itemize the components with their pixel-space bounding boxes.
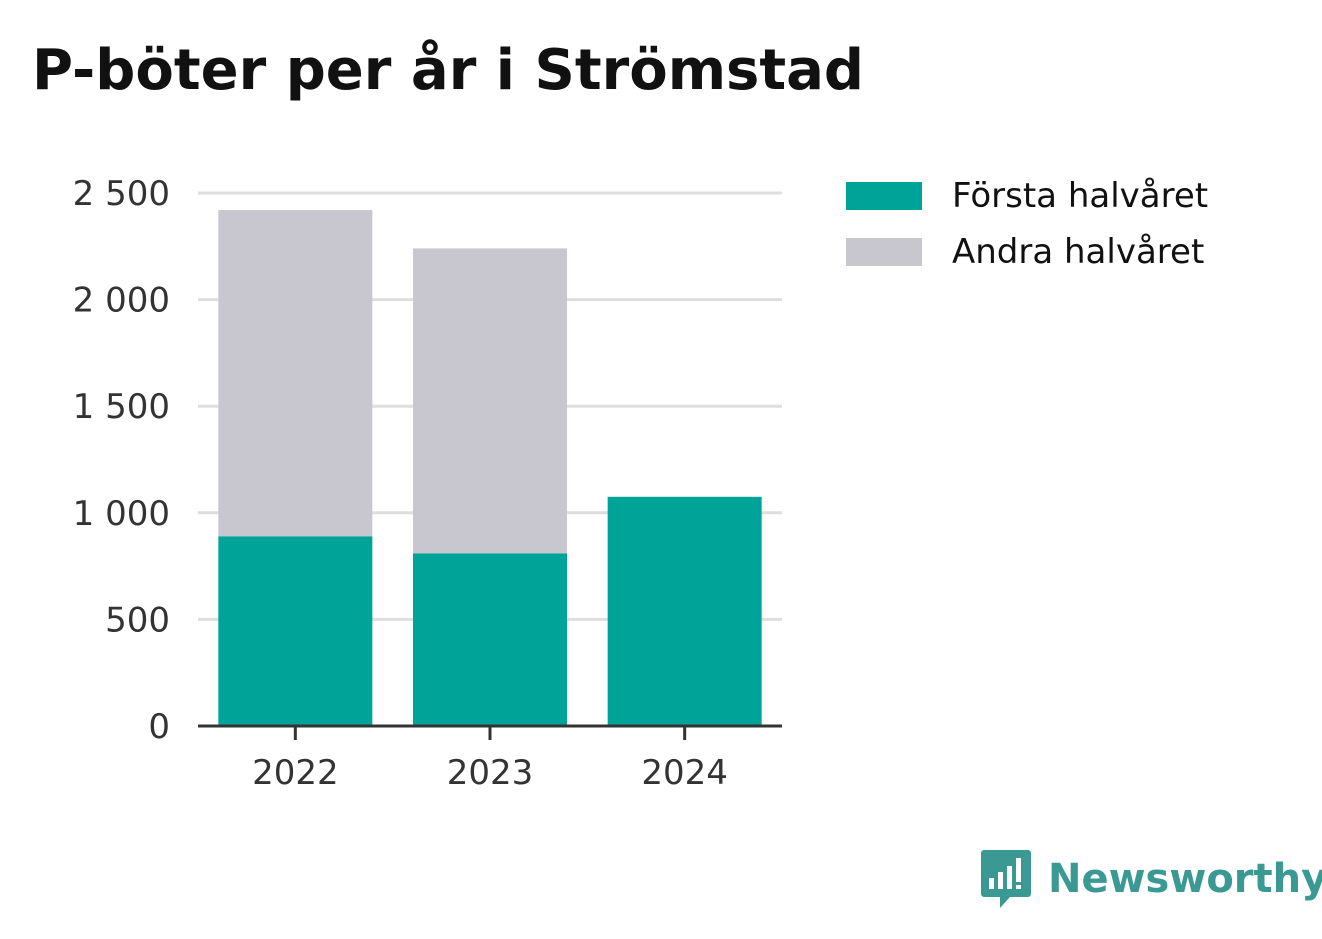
y-tick-label: 2 500 [73, 174, 170, 214]
y-tick-label: 500 [105, 600, 170, 640]
bar-segment [218, 210, 373, 537]
x-tick-label: 2022 [252, 753, 339, 793]
y-tick-label: 1 000 [73, 494, 170, 534]
brand-logo: Newsworthy [980, 848, 1322, 910]
y-tick-label: 0 [148, 707, 170, 747]
x-tick-labels: 2022 2023 2024 [252, 753, 728, 793]
brand-name: Newsworthy [1048, 856, 1322, 902]
bar-segment [413, 553, 567, 726]
legend-item-first-half: Första halvåret [846, 168, 1208, 224]
legend-swatch-first-half [846, 182, 922, 210]
bar-chart-speech-bubble-icon [981, 850, 1031, 908]
bar-segment [413, 248, 567, 554]
legend: Första halvåret Andra halvåret [846, 168, 1208, 280]
axes [198, 724, 782, 740]
legend-item-second-half: Andra halvåret [846, 224, 1208, 280]
legend-label-first-half: Första halvåret [952, 176, 1209, 216]
bar-segment [218, 536, 373, 726]
bar-segment [607, 496, 762, 726]
y-tick-labels: 0 500 1 000 1 500 2 000 2 500 [73, 174, 170, 747]
y-tick-label: 2 000 [73, 281, 170, 321]
bars [218, 210, 762, 726]
legend-label-second-half: Andra halvåret [952, 232, 1205, 272]
x-tick-label: 2024 [641, 753, 728, 793]
legend-swatch-second-half [846, 238, 922, 266]
y-tick-label: 1 500 [73, 387, 170, 427]
x-tick-label: 2023 [447, 753, 534, 793]
chart-title: P-böter per år i Strömstad [32, 38, 865, 103]
